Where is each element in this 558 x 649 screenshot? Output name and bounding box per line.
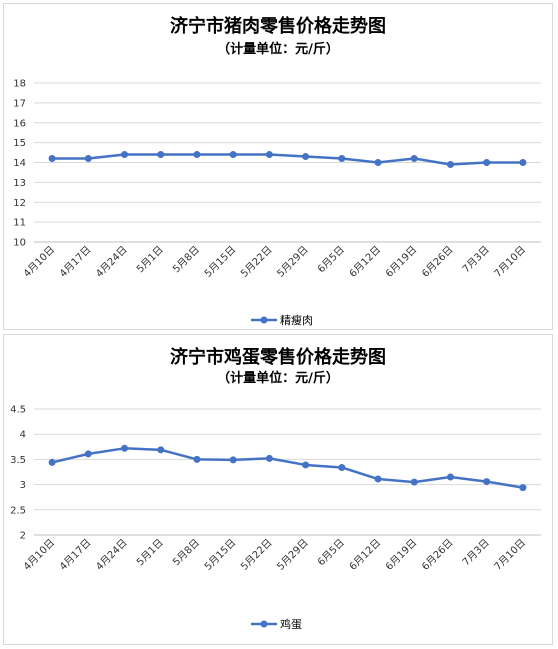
x-tick-label: 7月10日 (492, 537, 528, 573)
data-point (374, 475, 382, 483)
series-line (51, 447, 524, 489)
x-tick-label: 5月22日 (238, 244, 274, 280)
data-point (410, 478, 418, 486)
data-point (374, 159, 382, 166)
data-point (519, 484, 527, 492)
x-tick-label: 6月19日 (383, 244, 419, 280)
data-point (446, 160, 454, 168)
data-point (48, 155, 56, 163)
x-tick-label: 5月1日 (134, 244, 166, 276)
legend-marker (251, 620, 277, 628)
legend-marker (251, 316, 277, 324)
data-point (229, 151, 237, 159)
y-tick-label: 2.5 (10, 505, 26, 516)
data-point (302, 461, 310, 469)
x-tick-label: 6月12日 (347, 244, 383, 280)
x-tick-label: 5月1日 (134, 537, 166, 569)
x-tick-label: 6月26日 (419, 537, 455, 573)
y-tick-label: 12 (13, 198, 26, 209)
egg-plot: 2 2.5 3 3.5 4 4.5 4月10日 4月17日 4月24日 5月1日 5月8日 5月15日… (10, 405, 541, 573)
x-tick-label: 6月5日 (315, 244, 347, 276)
x-tick-label: 4月10日 (21, 244, 57, 280)
y-tick-label: 4 (20, 430, 26, 441)
data-point (265, 151, 273, 159)
y-tick-label: 10 (13, 238, 26, 249)
pork-chart-panel: 济宁市猪肉零售价格走势图 （计量单位：元/斤） 10 11 12 13 14 15 16 17… (3, 3, 553, 330)
x-tick-label: 4月24日 (94, 537, 130, 573)
x-tick-label: 5月15日 (202, 537, 238, 573)
x-tick-label: 6月5日 (315, 537, 347, 569)
x-tick-label: 7月3日 (460, 244, 492, 276)
x-tick-label: 6月26日 (419, 244, 455, 280)
data-point (193, 455, 201, 463)
y-tick-label: 16 (13, 118, 26, 129)
data-point (157, 151, 165, 159)
data-point (193, 151, 201, 159)
x-tick-label: 6月12日 (347, 537, 383, 573)
data-point (48, 458, 56, 466)
legend: 鸡蛋 (251, 616, 302, 632)
pork-plot: 10 11 12 13 14 15 16 17 18 4月10日 4月17日 4月24日 5月1日 5月8… (13, 79, 541, 280)
x-tick-label: 4月10日 (21, 537, 57, 573)
x-tick-label: 7月3日 (460, 537, 492, 569)
x-tick-label: 5月8日 (170, 244, 202, 276)
chart-subtitle: （计量单位：元/斤） (217, 42, 339, 57)
data-point (84, 450, 92, 458)
data-point (338, 155, 346, 163)
data-point (338, 463, 346, 471)
data-point (446, 473, 454, 481)
data-point (157, 446, 165, 454)
y-tick-label: 17 (13, 98, 26, 109)
y-tick-label: 4.5 (10, 405, 26, 416)
data-point (121, 444, 129, 452)
chart-title: 济宁市猪肉零售价格走势图 (170, 16, 386, 37)
egg-chart-panel: 济宁市鸡蛋零售价格走势图 （计量单位：元/斤） 2 2.5 3 3.5 4 4.5 4月10… (3, 334, 553, 645)
x-tick-label: 7月10日 (492, 244, 528, 280)
series-line (52, 153, 523, 166)
x-tick-label: 5月29日 (275, 537, 311, 573)
y-tick-label: 13 (13, 178, 26, 189)
legend-label: 精瘦肉 (280, 314, 313, 327)
y-tick-label: 14 (13, 158, 26, 169)
y-tick-label: 2 (20, 531, 26, 542)
legend-label: 鸡蛋 (280, 618, 302, 631)
y-tick-label: 11 (13, 218, 26, 229)
x-tick-label: 5月8日 (170, 537, 202, 569)
legend: 精瘦肉 (251, 312, 313, 328)
x-tick-label: 5月15日 (202, 244, 238, 280)
chart-title: 济宁市鸡蛋零售价格走势图 (170, 347, 386, 368)
y-tick-label: 18 (13, 79, 26, 90)
x-tick-label: 6月19日 (383, 537, 419, 573)
x-tick-label: 4月17日 (57, 537, 93, 573)
data-point (519, 159, 527, 166)
data-point (229, 456, 237, 464)
x-tick-label: 4月17日 (57, 244, 93, 280)
y-tick-label: 15 (13, 138, 26, 149)
data-point (483, 159, 491, 166)
data-point (121, 151, 129, 159)
data-point (265, 454, 273, 462)
chart-subtitle: （计量单位：元/斤） (217, 371, 339, 386)
y-tick-label: 3.5 (10, 455, 26, 466)
data-point (302, 153, 310, 161)
data-point (84, 155, 92, 163)
x-tick-label: 5月22日 (238, 537, 274, 573)
y-tick-label: 3 (20, 480, 26, 491)
x-tick-label: 5月29日 (275, 244, 311, 280)
x-tick-label: 4月24日 (94, 244, 130, 280)
data-point (483, 478, 491, 486)
data-point (410, 155, 418, 163)
